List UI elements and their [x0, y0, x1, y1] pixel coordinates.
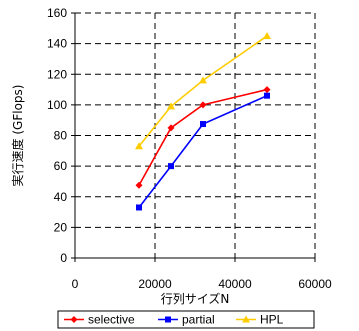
x-tick-label: 40000	[218, 277, 252, 291]
x-tick-label: 60000	[298, 277, 332, 291]
x-tick-label: 20000	[138, 277, 172, 291]
legend-label-selective: selective	[88, 313, 135, 327]
y-tick-label: 20	[54, 220, 68, 234]
x-axis-title: 行列サイズN	[161, 291, 230, 306]
y-tick-label: 0	[60, 251, 67, 265]
y-tick-label: 140	[47, 37, 67, 51]
y-tick-label: 60	[54, 159, 68, 173]
y-tick-label: 80	[54, 129, 68, 143]
data-point	[136, 204, 142, 210]
y-tick-label: 100	[47, 98, 67, 112]
data-point	[264, 93, 270, 99]
y-axis-title: 実行速度 (GFlops)	[10, 85, 25, 187]
y-tick-label: 40	[54, 190, 68, 204]
data-point	[168, 163, 174, 169]
data-point	[200, 121, 206, 127]
legend-label-partial: partial	[182, 313, 215, 327]
legend-marker-partial	[165, 317, 171, 323]
legend-layer: selective partial HPL	[58, 311, 314, 328]
legend-label-hpl: HPL	[260, 313, 284, 327]
y-tick-label: 120	[47, 67, 67, 81]
y-tick-label: 160	[47, 6, 67, 20]
x-tick-label: 0	[72, 277, 79, 291]
